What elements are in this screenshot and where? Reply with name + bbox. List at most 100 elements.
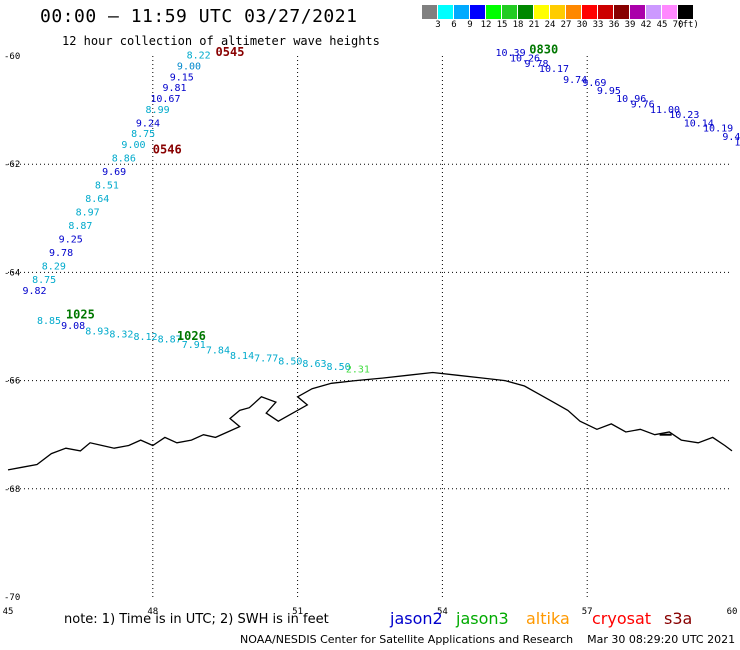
wave-height-label: 8.29 <box>42 262 66 273</box>
scale-label: 27 <box>560 20 572 30</box>
wave-height-label: 8.75 <box>131 129 155 140</box>
scale-swatch <box>662 5 678 19</box>
wave-height-label: 10.96 <box>616 94 646 105</box>
wave-height-label: 9.69 <box>582 78 606 89</box>
wave-height-label: 9.82 <box>22 286 46 297</box>
footer-credit: NOAA/NESDIS Center for Satellite Applica… <box>240 633 736 646</box>
pass-time-label: 0545 <box>216 45 245 59</box>
x-tick-label: 57 <box>582 607 593 617</box>
wave-height-label: 10 <box>734 137 740 148</box>
scale-label: 21 <box>528 20 540 30</box>
scale-label: 39 <box>624 20 636 30</box>
wave-height-label: 8.51 <box>95 181 119 192</box>
x-tick-label: 60 <box>727 607 738 617</box>
wave-height-label: 9.69 <box>102 167 126 178</box>
scale-label: 9 <box>467 20 473 30</box>
wave-height-label: 8.97 <box>76 208 100 219</box>
antarctic-coastline <box>7 371 733 471</box>
scale-label: 24 <box>544 20 556 30</box>
wave-height-label: 2.31 <box>346 364 370 375</box>
scale-label: 42 <box>640 20 652 30</box>
wave-height-label: 9.08 <box>61 321 85 332</box>
wave-height-label: 8.87 <box>158 335 182 346</box>
wave-height-color-scale: 3 6 9 12 15 18 21 24 27 30 33 36 39 42 45 70 (ft) <box>422 5 699 33</box>
x-tick-label: 54 <box>437 607 448 617</box>
scale-swatch <box>454 5 470 19</box>
color-scale-labels: 3 6 9 12 15 18 21 24 27 30 33 36 39 42 45 70 (ft) <box>422 19 699 31</box>
scale-label: 70 <box>672 20 684 30</box>
y-tick-label: -60 <box>4 52 20 62</box>
scale-swatch <box>598 5 614 19</box>
scale-label: 6 <box>451 20 457 30</box>
wave-height-label: 7.91 <box>182 340 206 351</box>
wave-height-label: 9.00 <box>121 140 145 151</box>
wave-height-label: 8.86 <box>112 153 136 164</box>
color-scale-swatches <box>422 5 694 19</box>
wave-height-label: 8.75 <box>32 275 56 286</box>
scale-swatch <box>678 5 694 19</box>
scale-swatch <box>614 5 630 19</box>
wave-height-label: 10.17 <box>539 64 569 75</box>
map-axis-ticks: 45 48 51 54 57 60 -60 -62 -64 -66 -68 -70 <box>3 52 738 617</box>
wave-height-label: 9.76 <box>631 99 655 110</box>
wave-height-label: 11.00 <box>650 105 680 116</box>
scale-label: 45 <box>656 20 668 30</box>
wave-height-label: 8.50 <box>327 362 351 373</box>
wave-height-label: 10.39 <box>495 48 525 59</box>
wave-height-label: 10.26 <box>510 53 540 64</box>
y-tick-label: -70 <box>4 593 20 603</box>
mission-legend-s3a: s3a <box>664 609 693 628</box>
mission-legend-cryosat: cryosat <box>592 609 652 628</box>
mission-legend-jason3: jason3 <box>456 609 509 628</box>
x-tick-label: 51 <box>292 607 303 617</box>
pass-time-label: 1025 <box>66 307 95 321</box>
scale-swatch <box>646 5 662 19</box>
wave-height-label: 8.93 <box>85 327 109 338</box>
wave-height-label: 8.14 <box>230 351 254 362</box>
altimeter-tracks: 10.3910.269.7810.179.749.699.9510.969.76… <box>22 42 740 375</box>
x-tick-label: 45 <box>3 607 14 617</box>
scale-swatch <box>550 5 566 19</box>
scale-label: 36 <box>608 20 620 30</box>
wave-height-label: 9.00 <box>177 62 201 73</box>
wave-height-label: 8.99 <box>146 105 170 116</box>
scale-swatch <box>470 5 486 19</box>
scale-label: 18 <box>512 20 524 30</box>
scale-label: 3 <box>435 20 441 30</box>
pass-time-label: 0830 <box>529 42 558 56</box>
mission-legend-altika: altika <box>526 609 570 628</box>
wave-height-label: 8.22 <box>187 51 211 62</box>
wave-height-label: 9.78 <box>49 248 73 259</box>
wave-height-label: 7.84 <box>206 346 230 357</box>
wave-height-label: 10.14 <box>684 118 714 129</box>
scale-label: 12 <box>480 20 492 30</box>
y-tick-label: -62 <box>4 160 20 170</box>
wave-height-label: 9.24 <box>136 118 160 129</box>
scale-label: 30 <box>576 20 588 30</box>
wave-height-label: 8.12 <box>133 332 157 343</box>
wave-height-label: 8.50 <box>278 356 302 367</box>
wave-height-label: 9.78 <box>524 59 548 70</box>
pass-time-label: 1026 <box>177 329 206 343</box>
coastline-path <box>7 371 733 471</box>
wave-height-label: 9.25 <box>59 235 83 246</box>
wave-height-label: 8.87 <box>68 221 92 232</box>
x-tick-label: 48 <box>147 607 158 617</box>
y-tick-label: -64 <box>4 268 20 278</box>
wave-height-label: 10.67 <box>150 94 180 105</box>
wave-height-label: 9.81 <box>162 83 186 94</box>
footer-note: note: 1) Time is in UTC; 2) SWH is in fe… <box>64 612 329 627</box>
scale-label: 33 <box>592 20 604 30</box>
scale-unit: (ft) <box>677 20 699 30</box>
wave-height-label: 9.95 <box>597 86 621 97</box>
scale-swatch <box>534 5 550 19</box>
scale-swatch <box>566 5 582 19</box>
scale-swatch <box>422 5 438 19</box>
wave-height-label: 10.23 <box>669 110 699 121</box>
wave-height-label: 9.74 <box>563 75 587 86</box>
wave-height-label: 8.64 <box>85 194 109 205</box>
scale-swatch <box>438 5 454 19</box>
wave-height-label: 7.77 <box>254 354 278 365</box>
